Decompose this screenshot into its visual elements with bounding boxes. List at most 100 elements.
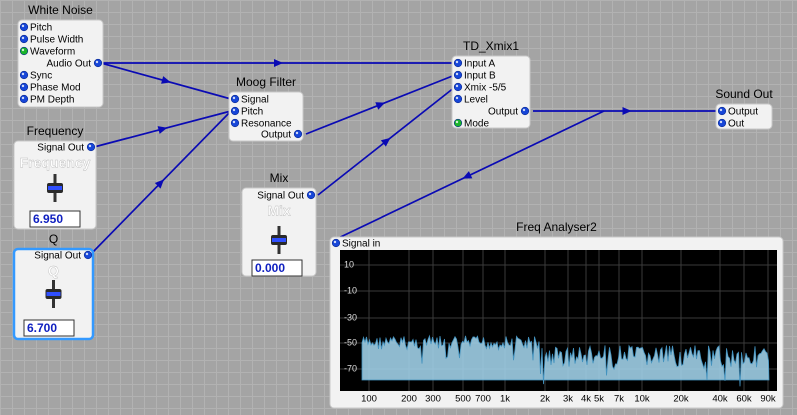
x-label: 7k	[614, 394, 624, 405]
y-label: -70	[344, 363, 357, 373]
pin[interactable]	[230, 118, 240, 128]
pin-label: Output	[261, 130, 291, 141]
control-label: Frequency	[20, 155, 91, 171]
pin-highlight	[455, 96, 459, 100]
pin-highlight	[21, 72, 25, 76]
pin-highlight	[455, 84, 459, 88]
module-title: Sound Out	[715, 87, 773, 101]
pin[interactable]	[331, 238, 341, 248]
pin[interactable]	[93, 58, 103, 68]
y-label: -10	[344, 285, 357, 295]
control-label: Q	[48, 263, 59, 279]
x-label: 500	[455, 394, 471, 405]
x-label: 3k	[563, 394, 573, 405]
pin-highlight	[232, 96, 236, 100]
x-label: 1k	[500, 394, 510, 405]
pin-highlight	[21, 96, 25, 100]
pin-highlight	[21, 84, 25, 88]
pin[interactable]	[453, 118, 463, 128]
module-box	[228, 91, 304, 142]
x-label: 2k	[540, 394, 550, 405]
spectrum	[361, 334, 770, 387]
pin-label: Output	[488, 107, 518, 118]
pin-highlight	[455, 120, 459, 124]
wire-arrow	[380, 137, 391, 147]
pin-label: Xmix -5/5	[464, 83, 507, 94]
pin[interactable]	[230, 94, 240, 104]
x-label: 90k	[760, 394, 776, 405]
pin-highlight	[21, 36, 25, 40]
pin[interactable]	[19, 34, 29, 44]
pin[interactable]	[19, 70, 29, 80]
slider-knob-stripe	[272, 238, 286, 242]
pin[interactable]	[520, 106, 530, 116]
wire-arrow	[462, 171, 473, 179]
value-box[interactable]	[23, 319, 75, 337]
module-title: Frequency	[27, 124, 84, 138]
pin[interactable]	[717, 106, 727, 116]
wire-arrow	[622, 107, 632, 115]
pin[interactable]	[717, 118, 727, 128]
pin-label: Audio Out	[47, 59, 92, 70]
module-box	[451, 55, 531, 129]
pin[interactable]	[19, 46, 29, 56]
pin[interactable]	[453, 94, 463, 104]
module-box	[715, 103, 773, 130]
wire-arrow	[157, 126, 168, 134]
wires	[89, 59, 720, 256]
pin-label: Level	[464, 95, 488, 106]
pin[interactable]	[453, 70, 463, 80]
pin-highlight	[85, 252, 89, 256]
wire-arrow	[154, 179, 164, 189]
pin-label: Output	[728, 107, 758, 118]
pin[interactable]	[19, 22, 29, 32]
y-label: 10	[344, 259, 354, 269]
pin[interactable]	[453, 82, 463, 92]
pin-label: Mode	[464, 119, 489, 130]
value-box[interactable]	[29, 210, 81, 228]
pin[interactable]	[453, 58, 463, 68]
wire-arrow	[161, 76, 171, 84]
pin[interactable]	[230, 106, 240, 116]
pin[interactable]	[19, 94, 29, 104]
pin-highlight	[295, 131, 299, 135]
pin[interactable]	[83, 250, 93, 260]
value-text: 6.950	[33, 212, 63, 226]
value-box[interactable]	[251, 259, 303, 277]
module-title: Q	[49, 232, 58, 246]
pin-label: PM Depth	[30, 95, 74, 106]
value-text: 0.000	[255, 261, 285, 275]
pin-label: Resonance	[241, 119, 292, 130]
pin-highlight	[95, 60, 99, 64]
module-box	[17, 19, 104, 108]
x-label: 4k	[581, 394, 591, 405]
pin-label: Pitch	[241, 107, 263, 118]
pin[interactable]	[86, 142, 96, 152]
pin[interactable]	[306, 190, 316, 200]
module-title: Mix	[270, 171, 289, 185]
pin[interactable]	[19, 82, 29, 92]
x-label: 5k	[594, 394, 604, 405]
pin-label: Signal in	[342, 239, 380, 250]
pin-highlight	[455, 60, 459, 64]
pin-label: Phase Mod	[30, 83, 81, 94]
pin-label: Out	[728, 119, 744, 130]
pin-highlight	[522, 108, 526, 112]
module-title: White Noise	[28, 3, 93, 17]
wire-arrow	[274, 59, 283, 67]
pin-highlight	[88, 144, 92, 148]
pin-label: Pulse Width	[30, 35, 83, 46]
pin[interactable]	[293, 129, 303, 139]
pin-label: Signal Out	[34, 251, 81, 262]
x-label: 10k	[634, 394, 650, 405]
slider-knob-stripe	[48, 186, 62, 190]
module[interactable]: Freq Analyser2 Signal in 10 -10 -30 -50 -70 100…	[329, 220, 784, 409]
